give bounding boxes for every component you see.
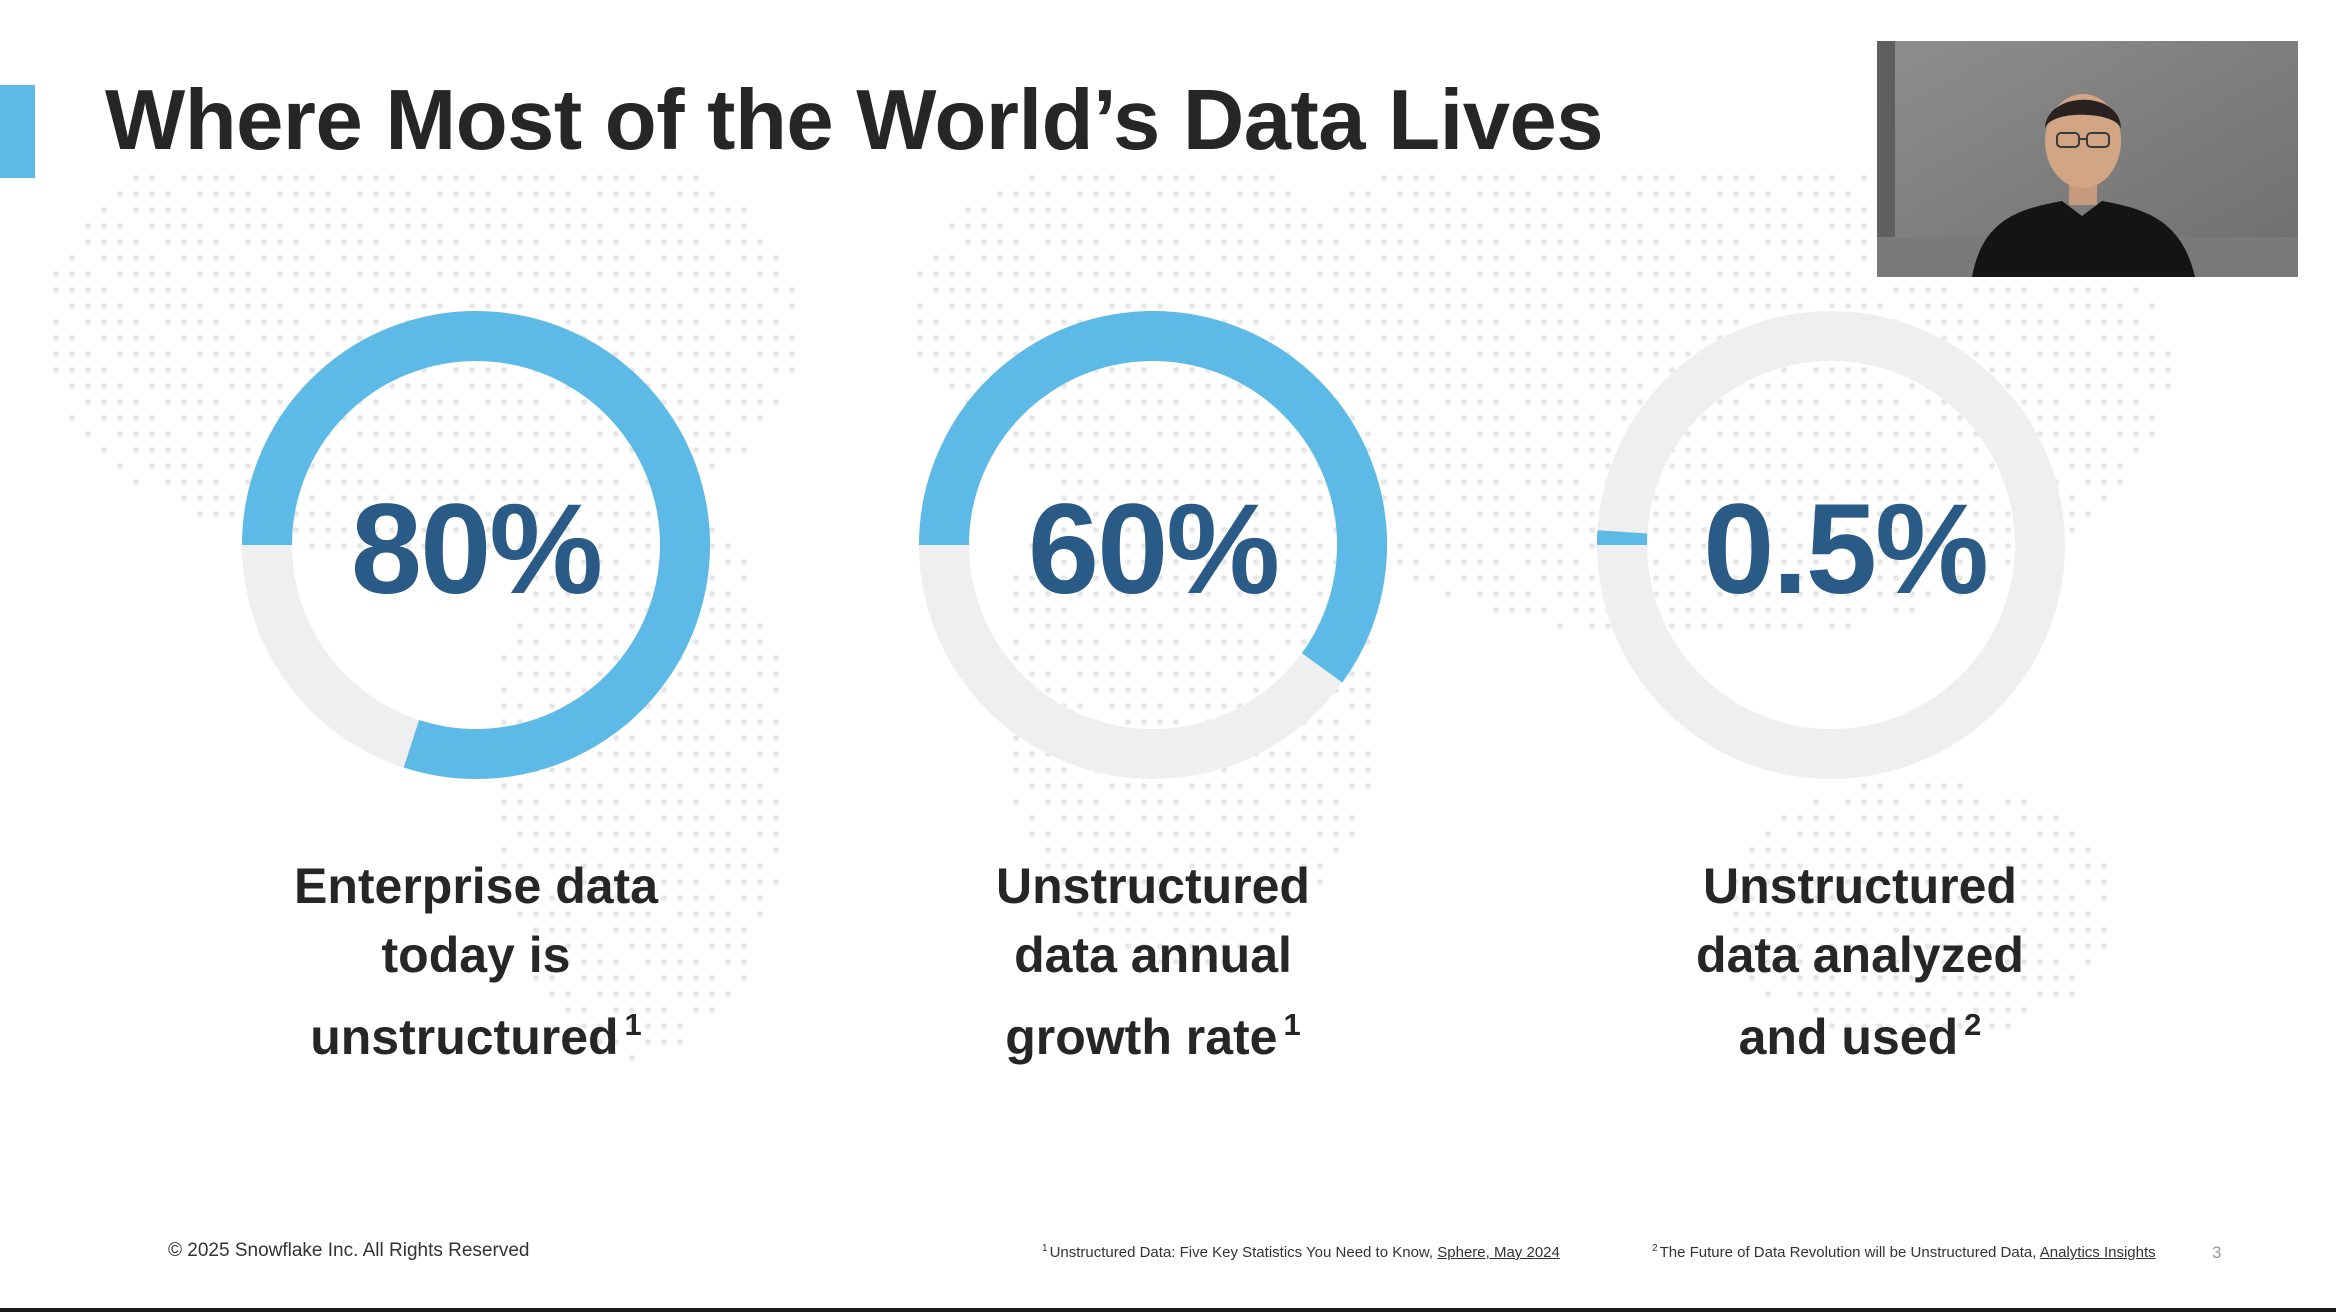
footnote-reference: 1 (1283, 1007, 1301, 1042)
footnote-2: 2 The Future of Data Revolution will be U… (1652, 1243, 2156, 1261)
stat-caption-enterprise-unstructured: Enterprise data today is unstructured 1 (196, 852, 756, 1072)
page-number: 3 (2212, 1243, 2222, 1262)
stat-value-analyzed-used: 0.5% (1703, 478, 1989, 621)
caption-line-text: unstructured (310, 1009, 619, 1065)
footnote-mark: 2 (1652, 1243, 1658, 1254)
copyright-notice: © 2025 Snowflake Inc. All Rights Reserve… (168, 1240, 530, 1261)
footnote-text: The Future of Data Revolution will be Un… (1659, 1244, 2040, 1261)
caption-line: data annual (1014, 927, 1292, 983)
footnote-reference: 1 (624, 1007, 642, 1042)
presenter-webcam[interactable] (1877, 41, 2298, 277)
title-accent-bar (0, 85, 35, 178)
donut-chart-enterprise-unstructured (242, 311, 710, 779)
caption-line-text: growth rate (1005, 1009, 1278, 1065)
footnote-source-link[interactable]: Sphere, May 2024 (1437, 1244, 1560, 1261)
stat-caption-analyzed-used: Unstructured data analyzed and used 2 (1580, 852, 2140, 1072)
stat-value-enterprise-unstructured: 80% (350, 478, 603, 621)
footnote-source-link[interactable]: Analytics Insights (2039, 1244, 2156, 1261)
caption-line: data analyzed (1696, 927, 2024, 983)
footnote-reference: 2 (1964, 1007, 1982, 1042)
presenter-video-icon (1877, 41, 2298, 277)
caption-line: Unstructured (996, 858, 1310, 914)
caption-line: unstructured 1 (196, 990, 756, 1072)
caption-line: today is (381, 927, 571, 983)
footnote-text: Unstructured Data: Five Key Statistics Y… (1049, 1244, 1438, 1261)
bottom-border (0, 1308, 2336, 1312)
footnote-mark: 1 (1042, 1243, 1048, 1254)
footnote-1: 1 Unstructured Data: Five Key Statistics … (1042, 1243, 1560, 1261)
donut-arc (242, 311, 710, 779)
caption-line: and used 2 (1580, 990, 2140, 1072)
stat-caption-growth-rate: Unstructured data annual growth rate 1 (873, 852, 1433, 1072)
caption-line-text: and used (1738, 1009, 1959, 1065)
donut-arc (919, 311, 1387, 683)
donut-chart-analyzed-used (1597, 311, 2065, 779)
stat-value-growth-rate: 60% (1027, 478, 1280, 621)
caption-line: growth rate 1 (873, 990, 1433, 1072)
donut-chart-growth-rate (919, 311, 1387, 779)
caption-line: Unstructured (1703, 858, 2017, 914)
caption-line: Enterprise data (293, 858, 658, 914)
slide-title: Where Most of the World’s Data Lives (105, 73, 1604, 168)
